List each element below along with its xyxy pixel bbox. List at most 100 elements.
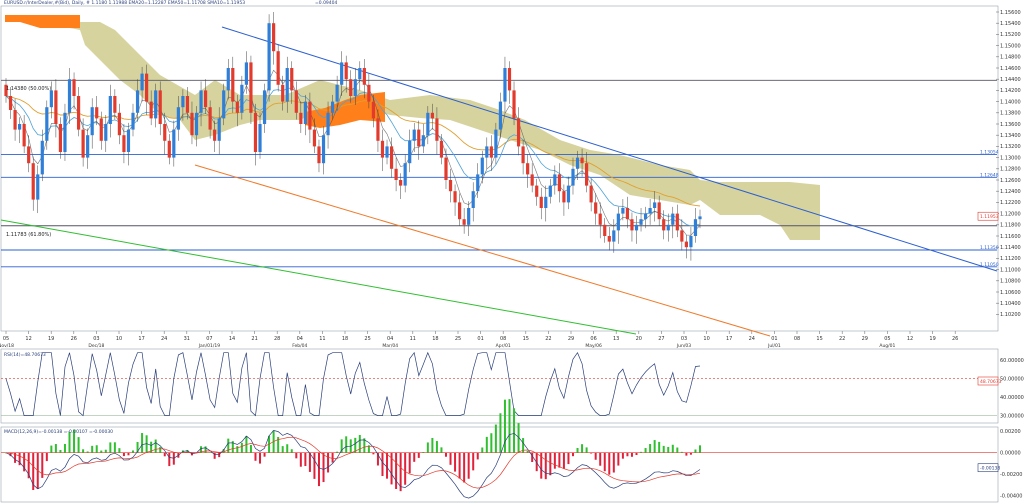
macd-histogram-bar xyxy=(172,452,175,465)
macd-histogram-bar xyxy=(481,447,484,453)
macd-histogram-bar xyxy=(308,452,311,472)
macd-histogram-bar xyxy=(472,452,475,471)
macd-histogram-bar xyxy=(608,452,611,475)
candle-up xyxy=(353,79,357,96)
ema-orange-line xyxy=(5,95,701,207)
month-label: Mar/04 xyxy=(382,343,398,349)
macd-histogram-bar xyxy=(109,442,112,453)
candle-up xyxy=(258,124,262,152)
macd-histogram-bar xyxy=(449,452,452,465)
month-label: Apr/01 xyxy=(496,343,511,349)
rsi-tick-label: 40.00000 xyxy=(1000,395,1024,401)
macd-histogram-bar xyxy=(553,452,556,469)
date-tick-label: 07 xyxy=(206,336,212,342)
candle-up xyxy=(330,101,335,113)
macd-histogram-bar xyxy=(390,452,393,485)
macd-histogram-bar xyxy=(77,437,80,453)
macd-current-tag: -0.00138 xyxy=(980,466,1000,472)
month-label: May/06 xyxy=(585,343,602,349)
candle-down xyxy=(376,118,380,141)
macd-histogram-bar xyxy=(249,444,252,453)
macd-histogram-bar xyxy=(517,423,520,453)
macd-current-tag-box xyxy=(977,463,999,473)
rsi-panel-frame[interactable] xyxy=(0,348,999,424)
macd-histogram-bar xyxy=(640,451,643,453)
candle-up xyxy=(639,219,643,225)
macd-histogram-bar xyxy=(494,424,497,453)
date-tick-label: 18 xyxy=(342,336,348,342)
price-tick-label: 1.12600 xyxy=(1000,178,1021,184)
macd-histogram-bar xyxy=(576,448,579,453)
macd-histogram-bar xyxy=(694,449,697,453)
candle-down xyxy=(185,96,190,113)
main-panel-frame[interactable] xyxy=(0,5,999,332)
macd-histogram-bar xyxy=(127,452,130,456)
macd-histogram-bar xyxy=(544,452,547,480)
candle-down xyxy=(453,191,457,203)
candle-down xyxy=(489,146,493,158)
macd-histogram-bar xyxy=(376,452,379,466)
macd-histogram-bar xyxy=(23,452,26,472)
candle-up xyxy=(653,202,657,208)
macd-histogram-bar xyxy=(612,452,615,473)
macd-histogram-bar xyxy=(254,452,257,461)
macd-histogram-bar xyxy=(213,452,216,459)
candle-down xyxy=(557,174,561,192)
candle-down xyxy=(299,112,303,124)
date-tick-label: 03 xyxy=(93,336,99,342)
candle-up xyxy=(131,112,135,130)
macd-histogram-bar xyxy=(590,452,593,454)
candlesticks[interactable] xyxy=(4,12,702,261)
macd-histogram-bar xyxy=(290,449,293,453)
date-tick-label: 24 xyxy=(749,336,755,342)
candle-down xyxy=(380,140,385,158)
macd-histogram-bar xyxy=(567,452,570,465)
level-label: 1.11050 xyxy=(980,262,999,268)
candle-down xyxy=(249,62,253,113)
candle-up xyxy=(544,196,548,208)
candle-up xyxy=(480,157,484,175)
month-label: Dec/18 xyxy=(88,343,104,349)
fib-618-label: 1.11783 (61.80%) xyxy=(6,232,51,238)
price-tick-label: 1.14000 xyxy=(1000,99,1021,105)
macd-tick-label: 0.00200 xyxy=(1000,429,1021,435)
macd-histogram-bar xyxy=(426,442,429,453)
price-tick-label: 1.11000 xyxy=(1000,267,1021,273)
macd-histogram-bar xyxy=(422,452,425,453)
candle-up xyxy=(503,68,507,102)
macd-histogram-bar xyxy=(95,445,98,453)
macd-histogram-bar xyxy=(467,452,470,479)
candle-up xyxy=(575,157,580,169)
trend-line-lower xyxy=(194,164,771,337)
date-tick-label: 03 xyxy=(681,336,687,342)
macd-histogram-bar xyxy=(82,449,85,453)
candle-up xyxy=(426,112,430,136)
candle-down xyxy=(430,112,434,119)
candle-up xyxy=(612,230,616,242)
macd-histogram-bar xyxy=(50,445,53,453)
macd-histogram-bar xyxy=(73,429,76,453)
macd-histogram-bar xyxy=(27,452,30,479)
price-tick-label: 1.15200 xyxy=(1000,32,1021,38)
header-indicator-value: =0.09404 xyxy=(315,0,338,6)
date-tick-label: 06 xyxy=(590,336,596,342)
price-tick-label: 1.13400 xyxy=(1000,133,1021,139)
date-tick-label: 29 xyxy=(862,336,868,342)
month-label: Jan/01/19 xyxy=(198,343,221,349)
macd-histogram-bar xyxy=(14,452,17,463)
ema-blue-line xyxy=(5,87,701,227)
candle-down xyxy=(145,73,149,102)
candle-down xyxy=(526,163,530,175)
candle-up xyxy=(634,224,639,231)
candle-down xyxy=(439,140,444,158)
candle-up xyxy=(412,129,416,141)
macd-histogram-bar xyxy=(490,433,493,453)
macd-histogram-bar xyxy=(667,446,670,453)
macd-histogram-bar xyxy=(104,449,107,453)
candle-up xyxy=(340,62,344,85)
price-tick-label: 1.12800 xyxy=(1000,167,1021,173)
macd-histogram-bar xyxy=(626,452,629,457)
macd-histogram-bar xyxy=(18,452,21,466)
candle-up xyxy=(498,101,503,130)
